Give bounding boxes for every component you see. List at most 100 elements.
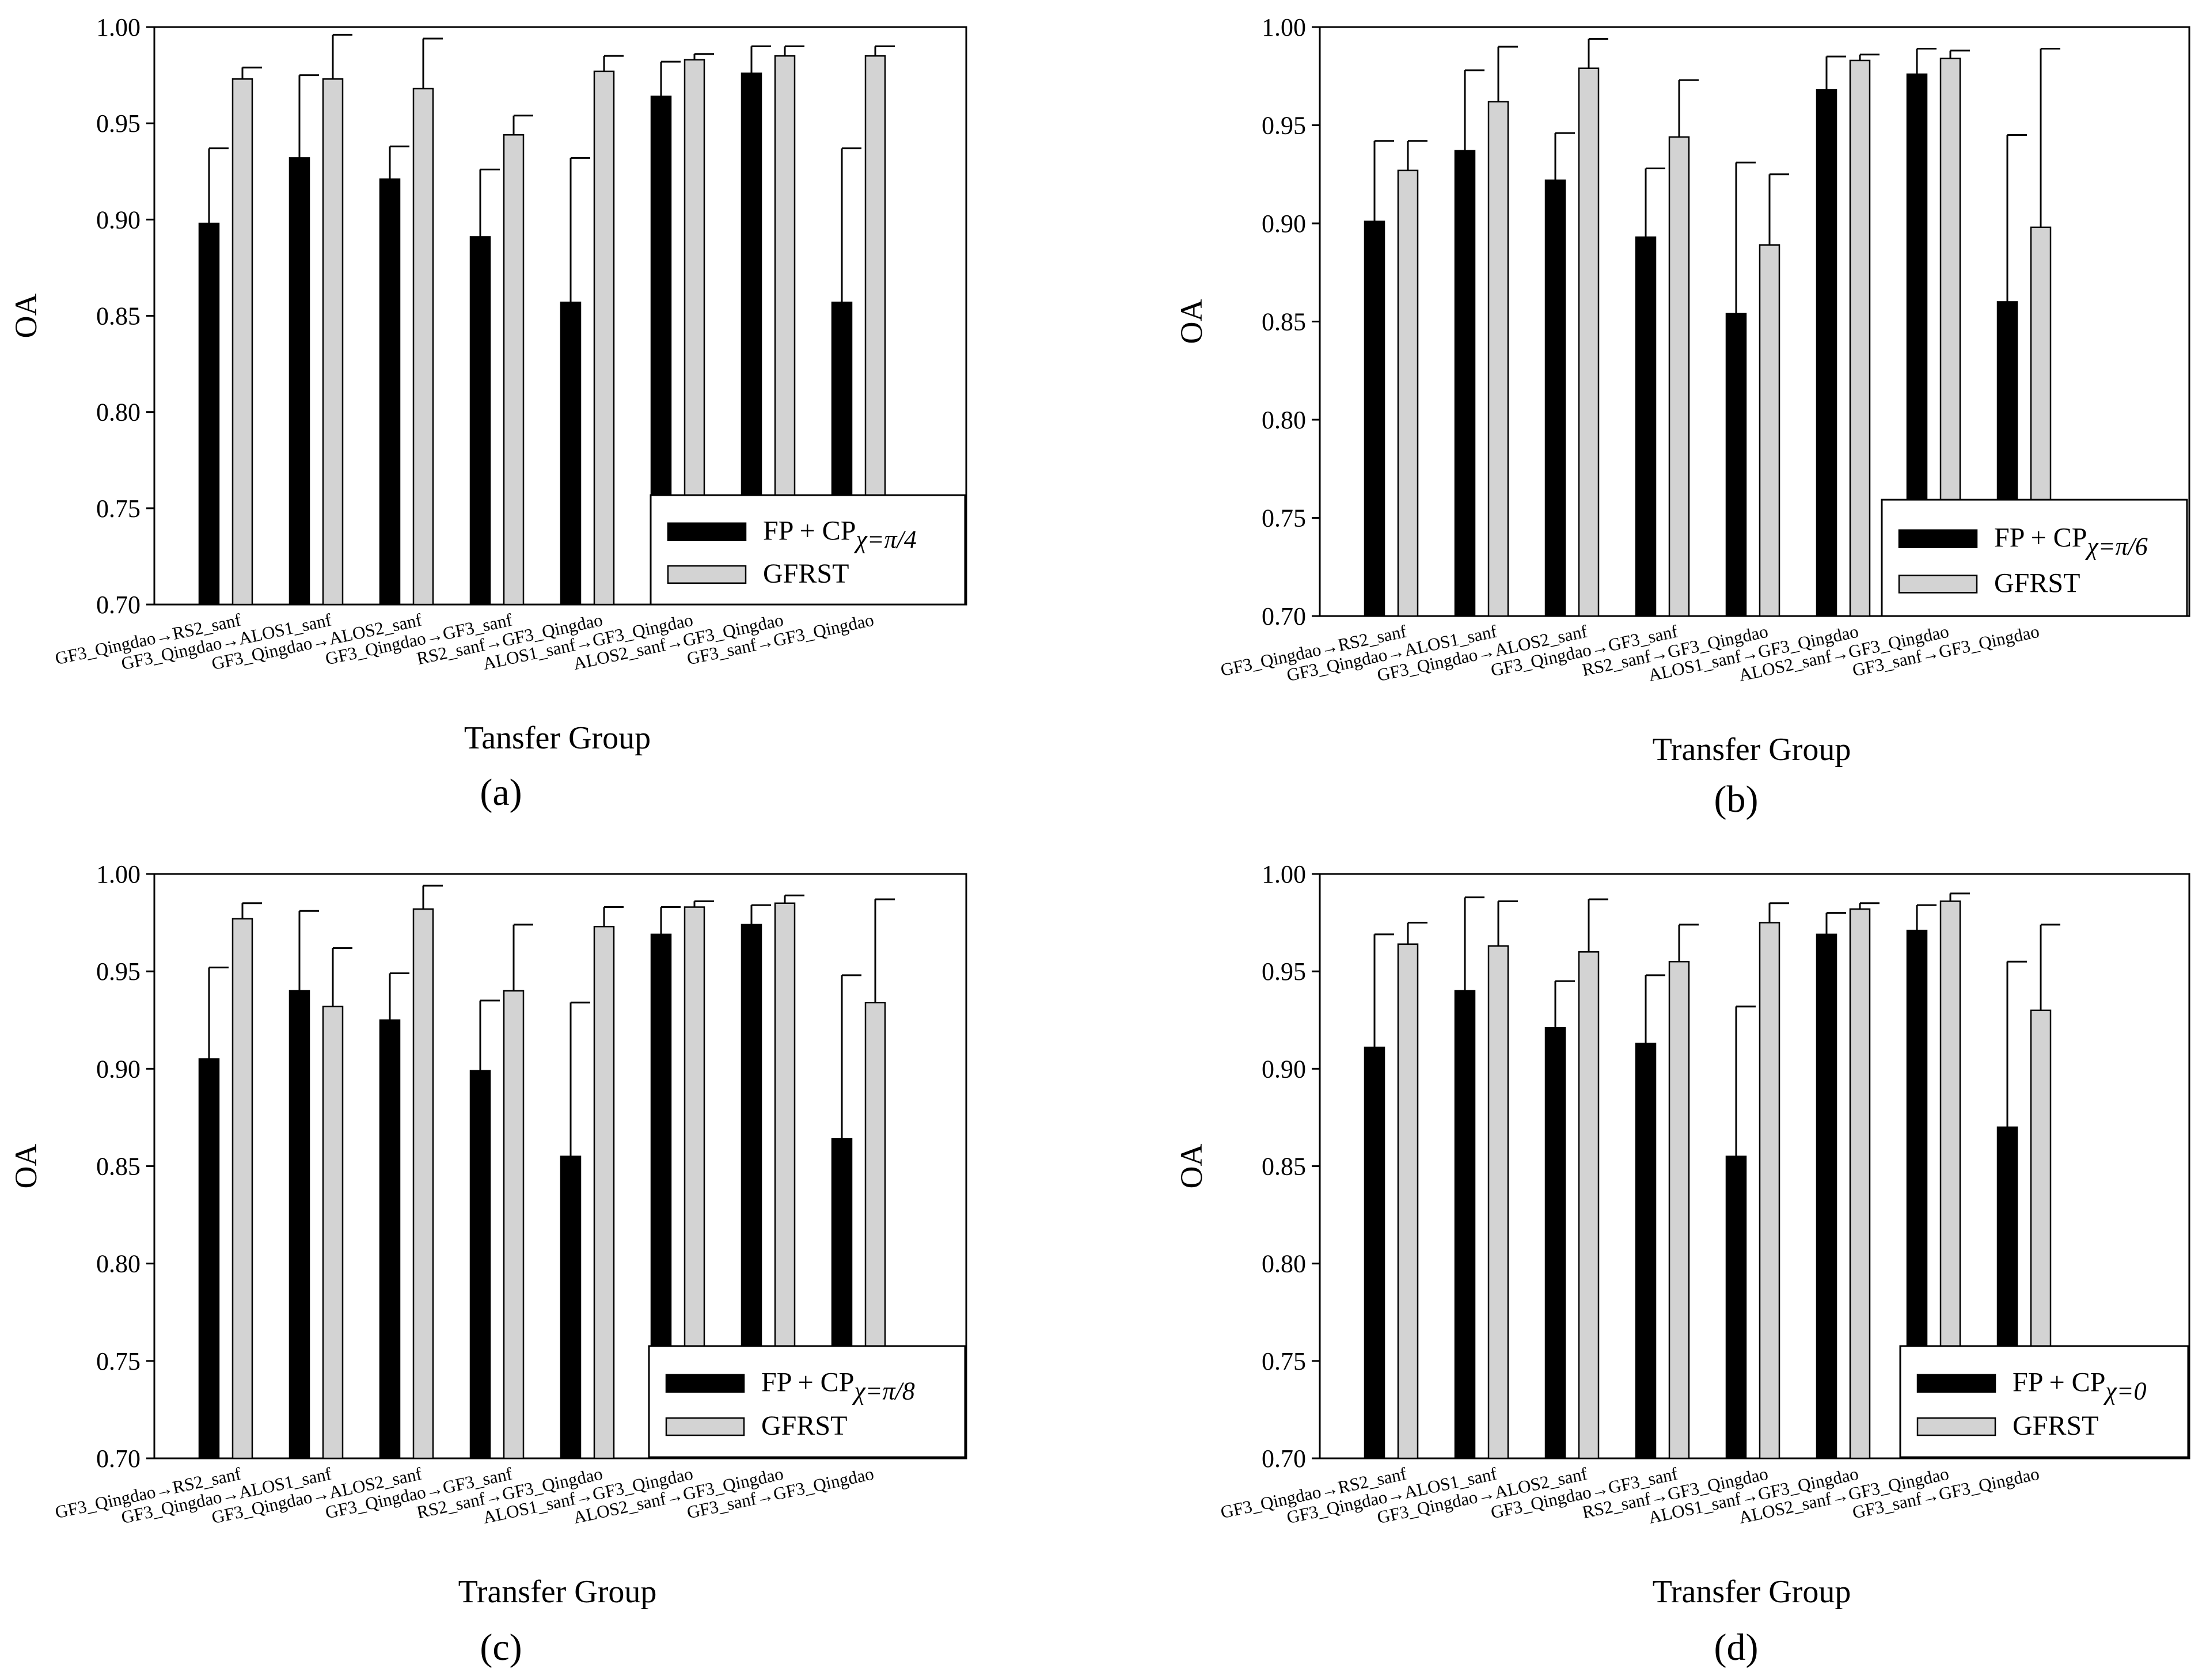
legend-label-gfrst: GFRST — [763, 558, 849, 589]
y-tick-label: 0.80 — [96, 1250, 141, 1278]
bar-fp-cp-4 — [1635, 1043, 1657, 1459]
legend-chi-value: χ=π/4 — [853, 526, 916, 554]
legend-chi-value: χ=π/8 — [852, 1377, 914, 1405]
bar-gfrst-3 — [412, 908, 434, 1459]
bar-fp-cp-3 — [1544, 179, 1566, 617]
bar-fp-cp-4 — [1635, 236, 1657, 617]
legend-swatch-gfrst — [1898, 575, 1978, 594]
legend-chi-value: χ=π/6 — [2085, 533, 2147, 561]
y-tick-label: 0.85 — [96, 302, 141, 330]
bar-gfrst-1 — [1397, 943, 1419, 1459]
y-tick-label: 0.90 — [1262, 210, 1306, 238]
legend-box — [1881, 499, 2188, 617]
y-axis: 0.70 0.75 0.80 0.85 0.90 0.95 1.00 — [96, 860, 154, 1473]
y-tick-label: 0.80 — [96, 398, 141, 427]
y-tick-label: 0.85 — [96, 1153, 141, 1181]
legend-chi-value: χ=0 — [2103, 1377, 2146, 1405]
x-axis-label: Transfer Group — [458, 1574, 657, 1610]
y-axis: 0.70 0.75 0.80 0.85 0.90 0.95 1.00 — [96, 13, 154, 619]
x-axis-label: Tansfer Group — [464, 720, 651, 756]
y-axis-label: OA — [1174, 1144, 1209, 1189]
bar-fp-cp-2 — [288, 990, 310, 1459]
bar-fp-cp-5 — [1725, 313, 1747, 617]
y-tick-label: 1.00 — [1262, 860, 1306, 888]
legend-label-fp-cp: FP + CPχ=π/4 — [763, 516, 917, 554]
bar-fp-cp-4 — [469, 236, 491, 606]
bar-gfrst-2 — [322, 78, 344, 606]
panel-label: (d) — [1714, 1626, 1759, 1668]
bar-gfrst-5 — [1759, 244, 1780, 617]
bar-gfrst-1 — [1397, 169, 1419, 617]
bars — [1364, 37, 2060, 617]
y-axis: 0.70 0.75 0.80 0.85 0.90 0.95 1.00 — [1262, 13, 1320, 630]
chart-panel-a: 0.700.750.800.850.900.951.00OAGF3_Qingda… — [9, 13, 967, 814]
legend-label-fp-cp: FP + CPχ=π/8 — [761, 1367, 915, 1405]
y-tick-label: 0.80 — [1262, 406, 1306, 434]
x-axis-label: Transfer Group — [1653, 732, 1851, 767]
legend: FP + CPχ=π/4 GFRST — [650, 494, 966, 606]
y-tick-label: 0.95 — [96, 957, 141, 986]
y-tick-label: 0.80 — [1262, 1250, 1306, 1278]
legend: FP + CPχ=π/6 GFRST — [1881, 499, 2188, 617]
y-tick-label: 0.70 — [96, 1445, 141, 1473]
y-axis-label: OA — [1174, 299, 1209, 344]
bar-fp-cp-6 — [1816, 933, 1837, 1459]
y-tick-label: 0.85 — [1262, 1153, 1306, 1181]
y-tick-label: 0.75 — [96, 1347, 141, 1375]
y-axis: 0.70 0.75 0.80 0.85 0.90 0.95 1.00 — [1262, 860, 1320, 1473]
y-tick-label: 0.95 — [1262, 112, 1306, 140]
bar-gfrst-2 — [322, 1005, 344, 1459]
bar-fp-cp-1 — [198, 222, 220, 606]
bar-gfrst-2 — [1487, 101, 1509, 617]
bar-fp-cp-1 — [1364, 221, 1385, 617]
bar-gfrst-6 — [1849, 908, 1871, 1459]
y-axis-label: OA — [9, 1144, 43, 1189]
bar-gfrst-6 — [1849, 59, 1871, 617]
bar-gfrst-4 — [503, 134, 525, 606]
legend-box — [648, 1345, 966, 1458]
y-tick-label: 0.95 — [1262, 957, 1306, 986]
legend-label-gfrst: GFRST — [761, 1411, 847, 1441]
legend-swatch-fp-cp — [665, 1374, 745, 1393]
chart-panel-c: 0.700.750.800.850.900.951.00OAGF3_Qingda… — [9, 860, 967, 1668]
bar-gfrst-3 — [1578, 67, 1600, 617]
bar-fp-cp-3 — [379, 1019, 401, 1459]
legend-swatch-gfrst — [667, 565, 747, 584]
bar-fp-cp-5 — [560, 1156, 582, 1459]
y-tick-label: 0.90 — [96, 206, 141, 234]
bar-gfrst-1 — [231, 78, 253, 606]
bar-gfrst-5 — [593, 926, 615, 1459]
bar-fp-cp-1 — [198, 1058, 220, 1459]
y-tick-label: 1.00 — [96, 13, 141, 41]
panel-label: (b) — [1714, 778, 1759, 820]
bar-gfrst-2 — [1487, 945, 1509, 1459]
bar-fp-cp-6 — [1816, 89, 1837, 617]
y-tick-label: 0.75 — [1262, 504, 1306, 533]
y-tick-label: 1.00 — [1262, 13, 1306, 41]
legend-box — [650, 494, 966, 606]
bar-fp-cp-2 — [1454, 150, 1476, 617]
bar-gfrst-4 — [1668, 961, 1690, 1459]
chart-panel-b: 0.700.750.800.850.900.951.00OAGF3_Qingda… — [1174, 13, 2190, 820]
y-tick-label: 0.95 — [96, 109, 141, 138]
bar-fp-cp-4 — [469, 1070, 491, 1459]
y-tick-label: 0.85 — [1262, 308, 1306, 336]
legend-label-gfrst: GFRST — [1994, 568, 2080, 598]
legend-label-gfrst: GFRST — [2013, 1411, 2098, 1441]
legend-swatch-gfrst — [665, 1417, 745, 1436]
bar-fp-cp-5 — [560, 301, 582, 606]
bar-fp-cp-1 — [1364, 1046, 1385, 1459]
legend: FP + CPχ=π/8 GFRST — [648, 1345, 966, 1458]
bar-gfrst-3 — [1578, 951, 1600, 1459]
legend-swatch-fp-cp — [667, 522, 747, 541]
panel-label: (c) — [480, 1626, 522, 1668]
bar-fp-cp-2 — [288, 157, 310, 606]
legend-label-fp-cp: FP + CPχ=0 — [2013, 1367, 2146, 1405]
bar-gfrst-1 — [231, 918, 253, 1459]
y-tick-label: 0.90 — [96, 1055, 141, 1083]
bar-fp-cp-3 — [379, 178, 401, 606]
y-tick-label: 0.75 — [96, 495, 141, 523]
legend: FP + CPχ=0 GFRST — [1899, 1345, 2189, 1458]
y-tick-label: 0.70 — [1262, 1445, 1306, 1473]
